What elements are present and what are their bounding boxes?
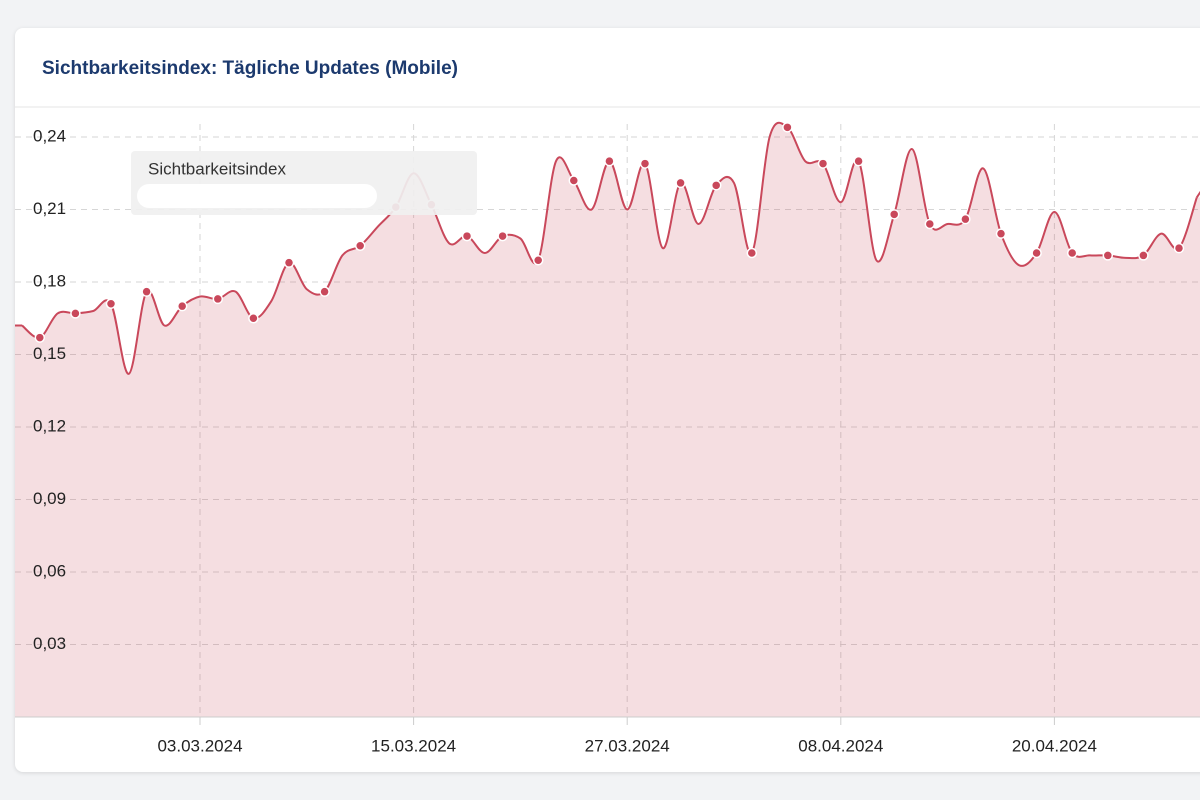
y-tick-label: 0,21 — [33, 199, 66, 218]
point — [1138, 250, 1149, 261]
y-tick-label: 0,03 — [33, 634, 66, 653]
point — [248, 313, 259, 324]
x-tick-label: 27.03.2024 — [585, 736, 670, 755]
point — [34, 332, 46, 343]
overlay: 0,03 0,06 0,09 0,12 0,15 0,18 0,21 0,24 03.03.20… — [15, 126, 1200, 755]
point — [853, 155, 864, 167]
point — [568, 175, 580, 186]
point — [888, 209, 900, 220]
point — [141, 286, 152, 297]
point — [1066, 247, 1078, 259]
tooltip-value-blur — [137, 184, 377, 208]
point — [1031, 247, 1042, 259]
tooltip-series-name: Sichtbarkeitsindex — [148, 159, 286, 178]
y-tick-label: 0,06 — [33, 561, 66, 580]
point — [283, 257, 295, 268]
point — [461, 230, 473, 242]
x-tick-label: 03.03.2024 — [157, 736, 242, 755]
point — [497, 230, 508, 242]
point — [995, 228, 1007, 239]
point — [354, 240, 366, 251]
point — [70, 308, 81, 319]
point — [746, 247, 758, 259]
point — [782, 122, 793, 133]
y-tick-label: 0,24 — [33, 126, 66, 145]
point — [1173, 242, 1185, 254]
point — [604, 155, 615, 167]
x-tick-label: 20.04.2024 — [1012, 736, 1097, 755]
y-tick-label: 0,15 — [33, 344, 66, 363]
y-tick-label: 0,18 — [33, 271, 66, 290]
point — [710, 180, 722, 191]
area-fill — [15, 122, 1200, 717]
y-tick-label: 0,12 — [33, 416, 66, 435]
point — [639, 158, 651, 169]
chart-title: Sichtbarkeitsindex: Tägliche Updates (Mo… — [42, 58, 458, 79]
point — [176, 300, 188, 312]
point — [924, 218, 936, 230]
point — [675, 177, 686, 189]
point — [105, 298, 117, 309]
point — [532, 255, 544, 266]
x-tick-label: 08.04.2024 — [798, 736, 883, 755]
line-edge — [15, 190, 1200, 327]
y-tick-label: 0,09 — [33, 489, 66, 508]
point — [212, 293, 224, 305]
point — [960, 213, 971, 225]
plot-area — [15, 121, 1200, 717]
point — [817, 158, 829, 169]
point — [319, 286, 330, 297]
x-tick-label: 15.03.2024 — [371, 736, 456, 755]
point — [1102, 250, 1114, 261]
